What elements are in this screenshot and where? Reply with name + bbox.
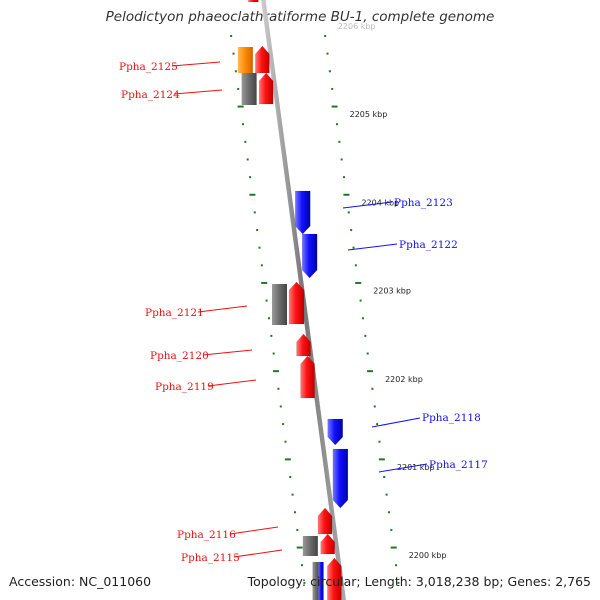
gene-label-ppha-2116[interactable]: Ppha_2116 [177, 529, 236, 541]
label-leader-line [229, 526, 279, 535]
label-leader-line [173, 89, 223, 95]
gene-label-ppha-2121[interactable]: Ppha_2121 [145, 307, 204, 319]
ruler-label: 2206 kbp [338, 22, 376, 31]
label-leader-line [207, 379, 257, 387]
map-title: Pelodictyon phaeoclathratiforme BU-1, co… [105, 9, 495, 25]
gene-arrow-ppha-2123 [294, 190, 311, 235]
gene-label-ppha-2120[interactable]: Ppha_2120 [150, 350, 209, 362]
gene-arrow-ppha-2124 [258, 72, 274, 105]
gene-arrow-ppha-2117 [332, 448, 349, 509]
gene-label-ppha-2123[interactable]: Ppha_2123 [394, 197, 453, 209]
feature-block-gray [272, 284, 288, 325]
ruler-label: 2202 kbp [385, 375, 423, 384]
gene-arrow-ppha-2125 [255, 45, 270, 74]
gene-arrow-ppha-2122 [301, 233, 318, 279]
feature-block-gray [302, 536, 318, 556]
ruler-label: 2203 kbp [373, 287, 411, 296]
label-leader-line [233, 549, 283, 558]
gene-arrow-ppha-2118 [327, 418, 343, 446]
gene-arrow-ppha-2120 [296, 333, 311, 357]
label-leader-line [342, 201, 393, 209]
gene-label-ppha-2122[interactable]: Ppha_2122 [399, 239, 458, 251]
gene-labels: Ppha_2125 Ppha_2124 Ppha_2123 Ppha_2122 Ppha… [119, 61, 488, 564]
gene-arrow-forward [248, 0, 259, 3]
feature-block-gray [312, 562, 320, 600]
genome-summary-text: Topology: circular; Length: 3,018,238 bp… [247, 574, 591, 589]
gene-label-ppha-2117[interactable]: Ppha_2117 [429, 459, 488, 471]
ruler-label: 2204 kbp [361, 198, 399, 207]
gene-label-ppha-2118[interactable]: Ppha_2118 [422, 412, 481, 424]
label-leader-line [347, 243, 398, 251]
ruler-label: 2200 kbp [409, 551, 447, 560]
feature-track [237, 0, 349, 600]
feature-block-blue [318, 562, 324, 600]
gene-label-ppha-2125[interactable]: Ppha_2125 [119, 61, 178, 73]
ruler-label: 2201 kbp [397, 463, 435, 472]
gene-label-ppha-2124[interactable]: Ppha_2124 [121, 89, 180, 101]
ruler-label: 2205 kbp [350, 110, 388, 119]
gene-label-ppha-2115[interactable]: Ppha_2115 [181, 552, 240, 564]
gene-label-ppha-2119[interactable]: Ppha_2119 [155, 381, 214, 393]
label-leader-line [378, 463, 428, 473]
gene-arrow-ppha-2115 [320, 533, 335, 555]
ruler-ticks: 2206 kbp 2205 kbp 2204 kbp 2203 kbp 2202 kbp… [230, 22, 447, 584]
feature-block-gray [241, 73, 257, 105]
label-leader-line [202, 349, 253, 356]
label-leader-line [197, 305, 248, 313]
gene-arrow-ppha-2121 [288, 281, 305, 325]
gene-arrow-ppha-2119 [300, 355, 315, 399]
label-leader-line [171, 61, 221, 67]
gene-arrow-forward [327, 557, 342, 600]
gene-arrow-ppha-2116 [317, 507, 333, 535]
label-leader-line [371, 417, 421, 428]
accession-text: Accession: NC_011060 [9, 574, 152, 589]
feature-block-orange [237, 47, 253, 73]
